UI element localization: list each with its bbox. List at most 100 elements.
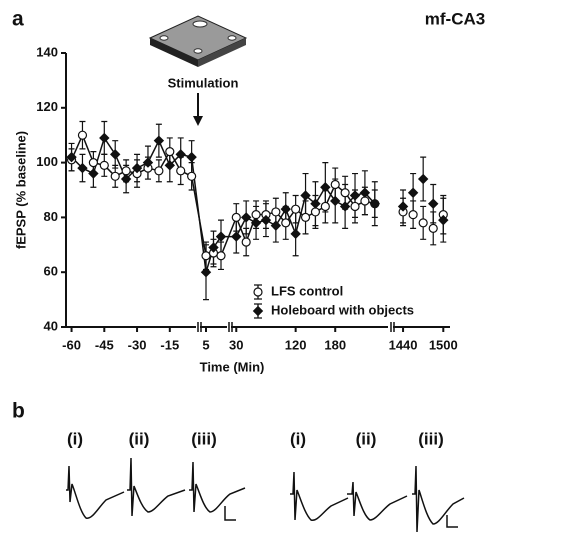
data-point <box>330 195 341 207</box>
data-point <box>241 237 251 247</box>
data-point <box>251 210 261 220</box>
trace <box>347 481 408 521</box>
trace-label: (i) <box>290 429 306 448</box>
data-point <box>175 149 186 160</box>
legend-label: Holeboard with objects <box>271 302 414 317</box>
data-point <box>300 190 311 201</box>
data-point <box>290 228 301 240</box>
data-point <box>408 210 418 220</box>
data-point <box>200 266 212 278</box>
x-tick-label: 1440 <box>389 337 418 352</box>
data-point <box>77 162 88 174</box>
plot: 40 60 80 100 120 140 -60 -45 -30 -15 5 30 120 180 1440… <box>36 44 457 352</box>
x-axis-label: Time (Min) <box>200 359 265 374</box>
data-point <box>291 204 301 214</box>
data-point <box>164 160 176 171</box>
data-point <box>407 187 419 198</box>
trace-label: (iii) <box>418 429 444 448</box>
x-tick-label: 180 <box>324 337 346 352</box>
data-point <box>438 214 449 226</box>
data-point <box>99 132 110 144</box>
x-tick-label: 120 <box>285 337 307 352</box>
data-point <box>99 160 109 170</box>
data-point <box>231 231 242 242</box>
trace <box>189 461 246 513</box>
data-point <box>231 212 241 222</box>
data-point <box>320 182 331 193</box>
panel-label: a <box>12 8 24 31</box>
trace <box>127 457 186 517</box>
data-point <box>417 173 429 185</box>
data-point <box>186 151 197 163</box>
legend-label: LFS control <box>271 283 343 298</box>
arrow-head <box>193 116 203 126</box>
data-point <box>216 251 226 261</box>
x-tick-label: 1500 <box>429 337 458 352</box>
data-point <box>153 135 165 146</box>
annotation: Stimulation <box>168 75 239 90</box>
data-point <box>397 201 409 212</box>
data-point <box>428 223 438 233</box>
series-line <box>72 138 444 272</box>
data-point <box>66 151 77 163</box>
data-point <box>271 207 281 217</box>
data-point <box>300 212 311 222</box>
data-point <box>142 157 154 168</box>
data-point <box>154 166 164 176</box>
data-point <box>110 171 120 181</box>
x-tick-label: -60 <box>62 337 81 352</box>
trace <box>412 465 465 533</box>
data-point <box>270 220 282 231</box>
panel-label-b: b <box>12 400 25 423</box>
series-line <box>72 135 444 256</box>
x-tick-label: 30 <box>229 337 243 352</box>
y-tick-label: 100 <box>36 154 58 169</box>
data-point <box>187 171 197 181</box>
data-point <box>349 190 361 201</box>
data-point <box>250 217 262 229</box>
y-axis-label: fEPSP (% baseline) <box>13 131 28 249</box>
data-point <box>260 214 272 226</box>
data-point <box>310 207 321 217</box>
data-point <box>310 198 321 209</box>
trace <box>66 465 125 519</box>
x-tick-label: 5 <box>202 337 209 352</box>
trace-label: (i) <box>67 429 83 448</box>
data-point <box>330 179 340 190</box>
data-point <box>280 203 291 215</box>
data-point <box>165 147 175 157</box>
data-point <box>418 218 428 228</box>
data-point <box>121 166 131 176</box>
data-point <box>339 201 351 212</box>
data-point <box>120 173 132 185</box>
scale-bar <box>446 515 458 528</box>
x-tick-label: -30 <box>128 337 147 352</box>
trace <box>290 471 349 521</box>
data-point <box>176 166 186 176</box>
data-point <box>369 198 381 209</box>
chart-title: mf-CA3 <box>425 9 485 28</box>
data-point <box>350 201 360 212</box>
trace-label: (iii) <box>191 429 217 448</box>
x-tick-label: -45 <box>95 337 114 352</box>
holeboard-icon <box>148 15 248 67</box>
data-point <box>215 231 227 242</box>
data-point <box>428 198 439 209</box>
scale-bar <box>224 506 236 521</box>
data-point <box>281 218 291 228</box>
y-tick-label: 120 <box>36 99 58 114</box>
trace-label: (ii) <box>356 429 377 448</box>
legend-marker <box>253 287 263 297</box>
data-point <box>208 242 219 253</box>
data-point <box>240 212 252 223</box>
data-point <box>88 158 98 168</box>
y-tick-label: 60 <box>44 264 58 279</box>
data-point <box>77 130 88 140</box>
y-tick-label: 140 <box>36 44 58 59</box>
legend-marker <box>252 305 264 317</box>
y-tick-label: 40 <box>44 318 58 333</box>
data-point <box>340 188 350 198</box>
traces <box>66 457 465 533</box>
